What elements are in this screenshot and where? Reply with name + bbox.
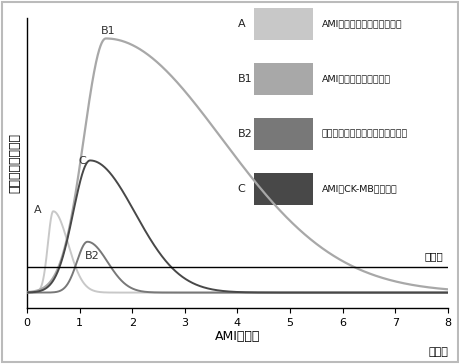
X-axis label: AMI后天数: AMI后天数 (214, 330, 260, 343)
Text: A: A (34, 205, 41, 215)
Text: B1: B1 (237, 74, 252, 84)
FancyBboxPatch shape (254, 8, 313, 40)
Text: AMI后肌红蛋白早期释放入血: AMI后肌红蛋白早期释放入血 (321, 19, 402, 28)
FancyBboxPatch shape (254, 63, 313, 95)
Text: 临界值: 临界值 (423, 251, 442, 261)
Text: A: A (237, 19, 245, 29)
Text: （天）: （天） (427, 347, 447, 357)
FancyBboxPatch shape (254, 173, 313, 205)
Text: B2: B2 (237, 129, 252, 139)
Text: C: C (237, 184, 245, 194)
Text: 不稳定性心絞痛肌钙蛋白释放入血: 不稳定性心絞痛肌钙蛋白释放入血 (321, 130, 407, 139)
Y-axis label: 血生物标志物变化: 血生物标志物变化 (8, 133, 21, 193)
Text: B1: B1 (101, 26, 116, 36)
Text: AMI后肌钙蛋白释放入血: AMI后肌钙蛋白释放入血 (321, 75, 390, 83)
Text: AMI后CK-MB指标变化: AMI后CK-MB指标变化 (321, 185, 397, 194)
FancyBboxPatch shape (254, 118, 313, 150)
Text: C: C (78, 155, 86, 166)
Text: B2: B2 (84, 251, 99, 261)
